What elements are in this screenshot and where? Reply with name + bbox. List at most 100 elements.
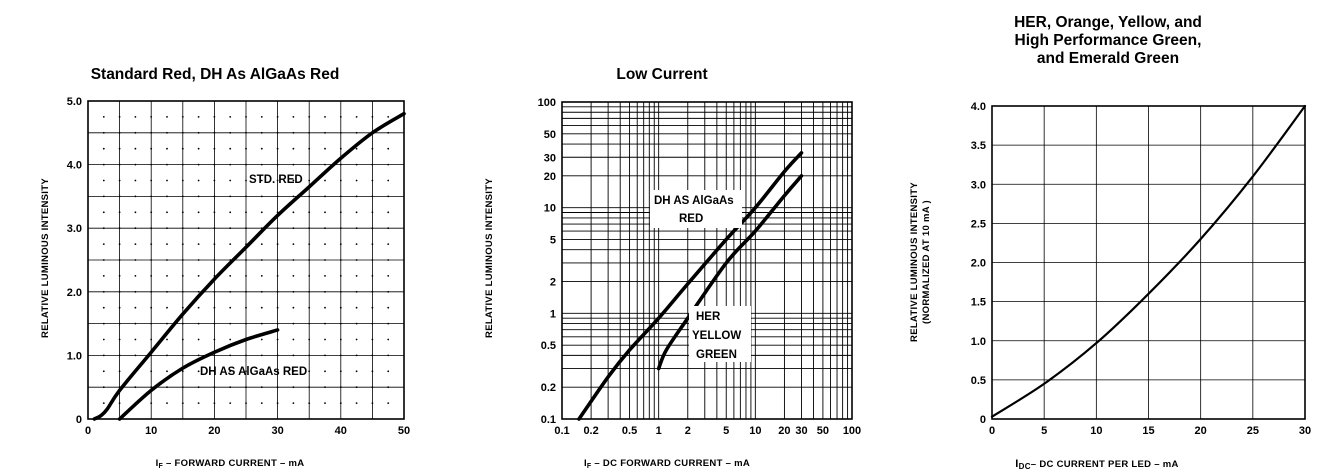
grid-dot (166, 275, 168, 277)
series-label-her: HER (696, 311, 721, 323)
grid-dot (292, 338, 295, 341)
grid-dot (371, 386, 374, 389)
grid-dot (166, 179, 168, 182)
grid-dot (324, 179, 326, 182)
grid-dot (229, 306, 232, 309)
chart-title-line: Standard Red, DH As AlGaAs Red (90, 66, 340, 83)
grid-dot (339, 179, 342, 182)
grid-dot (181, 386, 184, 389)
grid-dot (213, 338, 216, 341)
grid-dot (229, 116, 232, 118)
y-axis-label: RELATIVE LUMINOUS INTENSITY (484, 178, 495, 338)
x-label-subscript: DC (1019, 462, 1031, 471)
grid-dot (292, 402, 295, 404)
grid-dot (371, 306, 374, 309)
x-label-subscript: F (159, 463, 164, 470)
grid-dot (260, 370, 263, 373)
grid-dot (150, 275, 153, 277)
grid-dot (118, 211, 121, 214)
series-label-green: GREEN (696, 349, 737, 361)
grid-dot (292, 131, 295, 134)
x-tick-label: 50 (817, 425, 829, 437)
x-label-text: – DC FORWARD CURRENT – mA (591, 458, 750, 469)
grid-dot (197, 354, 200, 357)
y-tick-label: 2.5 (971, 218, 986, 230)
grid-dot (166, 290, 168, 293)
grid-dot (229, 322, 232, 325)
grid-dot (118, 290, 121, 293)
grid-dot (150, 370, 153, 373)
chart-title-line-1: HER, Orange, Yellow, and (1014, 14, 1202, 31)
grid-dot (387, 179, 390, 182)
grid-dot (387, 306, 390, 309)
y-tick-label: 3.5 (971, 140, 986, 152)
grid-dot (229, 227, 232, 230)
grid-dot (324, 275, 326, 277)
grid-dot (150, 306, 153, 309)
y-tick-label: 2.0 (67, 287, 82, 299)
grid-dot (150, 290, 153, 293)
chart-title-line: Low Current (616, 66, 708, 83)
grid-dot (245, 402, 247, 404)
grid-dot (260, 354, 263, 357)
grid-dot (150, 402, 153, 404)
grid-dot (197, 211, 200, 214)
series-line-1 (577, 151, 804, 421)
grid-dot (181, 179, 184, 182)
grid-dot (245, 163, 247, 166)
grid-dot (181, 116, 184, 118)
grid-dot (213, 116, 216, 118)
grid-dot (324, 386, 326, 389)
grid-dot (371, 259, 374, 261)
grid-dot (387, 227, 390, 230)
grid-dot (245, 290, 247, 293)
grid-dot (134, 338, 137, 341)
grid-dot (260, 402, 263, 404)
grid-dot (308, 147, 311, 150)
grid-dot (339, 275, 342, 277)
grid-dot (308, 211, 311, 214)
grid-dot (134, 306, 137, 309)
x-tick-label: 10 (1090, 425, 1102, 437)
y-tick-label: 2.0 (971, 258, 986, 270)
grid-dot (181, 163, 184, 166)
x-tick-label: 20 (208, 425, 220, 437)
grid-dot (292, 147, 295, 150)
grid-dot (292, 306, 295, 309)
grid-dot (260, 275, 263, 277)
grid-dot (276, 116, 279, 118)
chart-title: Low Current (452, 66, 872, 84)
grid-dot (181, 338, 184, 341)
plot-area: 0 5 10 15 20 25 30 0 0.5 1.0 1.5 2.0 2.5 3.0 3.5 4.0 (971, 101, 1311, 437)
grid-dot (181, 147, 184, 150)
grid-dot (229, 386, 232, 389)
x-label-subscript: F (587, 463, 592, 470)
grid-dot (213, 386, 216, 389)
grid-dot (324, 402, 326, 404)
grid-dot (339, 306, 342, 309)
grid-dot (197, 386, 200, 389)
grid-dot (371, 147, 374, 150)
y-tick-label: 100 (538, 97, 556, 109)
grid-dot (355, 243, 358, 246)
grid-dot (134, 227, 137, 230)
grid-dot (276, 179, 279, 182)
grid-dot (387, 195, 390, 198)
series-label-yellow: YELLOW (692, 330, 741, 342)
grid-dot (324, 306, 326, 309)
grid-dot (260, 306, 263, 309)
grid-dot (150, 386, 153, 389)
chart-title: Standard Red, DH As AlGaAs Red (0, 66, 430, 84)
grid-dot (339, 227, 342, 230)
chart-title-line-3: and Emerald Green (1036, 50, 1180, 67)
grid-dot (229, 163, 232, 166)
grid-dot (102, 243, 105, 246)
x-tick-label: 25 (1247, 425, 1259, 437)
grid-dot (166, 402, 168, 404)
grid-dot (371, 243, 374, 246)
grid-dot (245, 275, 247, 277)
grid-dot (181, 322, 184, 325)
grid-dot (339, 290, 342, 293)
grid-dot (371, 322, 374, 325)
y-tick-label: 0.5 (541, 340, 556, 352)
